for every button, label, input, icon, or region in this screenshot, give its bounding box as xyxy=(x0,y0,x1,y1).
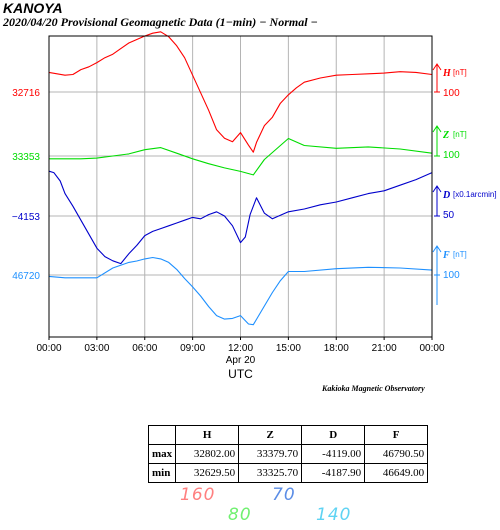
stats-corner-cell xyxy=(147,425,177,445)
series-scale-label: 100 xyxy=(443,150,460,161)
stats-cell: 46649.00 xyxy=(364,463,429,483)
series-unit-label: [nT] xyxy=(453,130,467,139)
stats-header-d: D xyxy=(301,425,366,445)
scale-arrow xyxy=(432,245,442,253)
stats-cell: -4187.90 xyxy=(301,463,366,483)
x-tick-label: 15:00 xyxy=(276,343,301,354)
stats-header-h: H xyxy=(175,425,240,445)
series-ref-value: 46720 xyxy=(12,271,40,282)
stats-cell: 33379.70 xyxy=(238,444,303,464)
series-ref-value: 33353 xyxy=(12,152,40,163)
x-tick-label: 00:00 xyxy=(419,343,444,354)
stats-table: H Z D F max 32802.00 33379.70 -4119.00 4… xyxy=(147,425,429,483)
geomagnetic-chart: 00:00 03:00 06:00 09:00 12:00 15:00 18:00 21:00… xyxy=(12,31,497,381)
station-name: KANOYA xyxy=(3,0,63,16)
stats-cell: 33325.70 xyxy=(238,463,303,483)
x-tick-label: 12:00 xyxy=(228,343,253,354)
stats-cell: 32629.50 xyxy=(175,463,240,483)
stats-header-f: F xyxy=(364,425,429,445)
x-date-label: Apr 20 xyxy=(226,355,256,366)
x-tick-label: 03:00 xyxy=(84,343,109,354)
scale-arrow xyxy=(432,63,442,71)
series-scale-label: 50 xyxy=(443,210,455,221)
plot-frame xyxy=(48,35,433,338)
x-tick-label: 06:00 xyxy=(132,343,157,354)
series-name-label: H xyxy=(442,68,452,79)
scale-arrow xyxy=(432,125,442,133)
chart-subtitle: 2020/04/20 Provisional Geomagnetic Data … xyxy=(3,15,318,29)
x-tick-label: 21:00 xyxy=(372,343,397,354)
x-tick-label: 00:00 xyxy=(36,343,61,354)
scale-legend-d: 70 xyxy=(272,485,296,505)
series-scale-label: 100 xyxy=(443,270,460,281)
series-name-label: F xyxy=(442,250,450,261)
stats-row-max: max 32802.00 33379.70 -4119.00 46790.50 xyxy=(147,444,429,464)
stats-header-row: H Z D F xyxy=(147,425,429,445)
series-ref-value: −4153 xyxy=(12,212,41,223)
scale-legend-h: 160 xyxy=(180,485,216,505)
stats-row-min: min 32629.50 33325.70 -4187.90 46649.00 xyxy=(147,463,429,483)
series-name-label: D xyxy=(442,190,450,201)
x-tick-label: 09:00 xyxy=(180,343,205,354)
series-line-h xyxy=(48,31,433,153)
x-axis-label: UTC xyxy=(228,367,253,381)
series-name-label: Z xyxy=(442,130,449,141)
scale-legend-f: 140 xyxy=(316,505,352,525)
series-line-z xyxy=(49,137,433,176)
observatory-credit: Kakioka Magnetic Observatory xyxy=(322,384,425,393)
stats-row-label: min xyxy=(147,463,177,483)
stats-row-label: max xyxy=(147,444,177,464)
stats-cell: 46790.50 xyxy=(364,444,429,464)
series-scale-label: 100 xyxy=(443,88,460,99)
stats-cell: -4119.00 xyxy=(301,444,366,464)
scale-legend-z: 80 xyxy=(228,505,252,525)
series-line-f xyxy=(48,256,433,326)
series-unit-label: [x0.1arcmin] xyxy=(453,190,497,199)
stats-header-z: Z xyxy=(238,425,303,445)
series-unit-label: [nT] xyxy=(453,68,467,77)
series-ref-value: 32716 xyxy=(12,88,40,99)
stats-cell: 32802.00 xyxy=(175,444,240,464)
scale-arrow xyxy=(432,185,442,193)
x-tick-label: 18:00 xyxy=(324,343,349,354)
series-unit-label: [nT] xyxy=(453,250,467,259)
series-line-d xyxy=(48,170,433,265)
